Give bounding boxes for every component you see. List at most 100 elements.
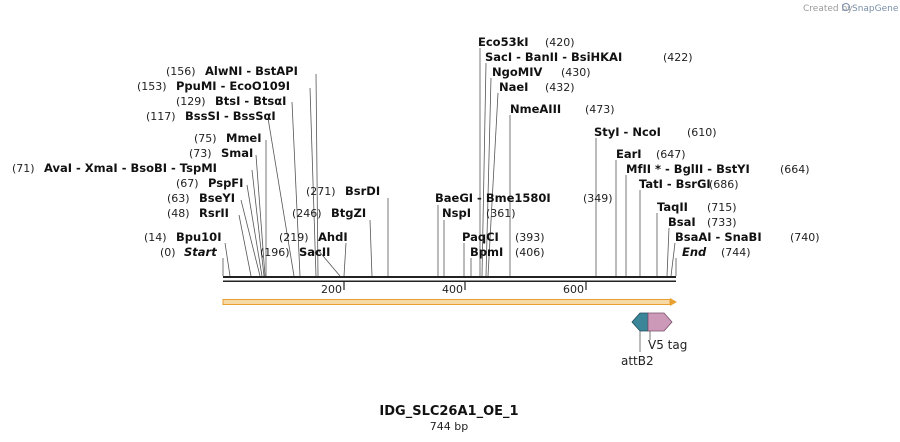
site-pos-pspfi: (67) [176, 177, 199, 190]
map-title-block: IDG_SLC26A1_OE_1 744 bp [379, 404, 518, 433]
site-pos-start: (0) [160, 246, 176, 259]
branding-created-by: Created by [803, 4, 853, 14]
site-pos-btgzi: (246) [292, 207, 322, 220]
backbone-top-strand [223, 276, 676, 278]
site-pos-bpmi: (406) [515, 246, 545, 259]
site-name-btgzi: BtgZI [331, 206, 366, 220]
site-pos-nspi: (361) [486, 207, 516, 220]
site-name-tati: TatI - BsrGI [639, 177, 711, 191]
site-pos-alwni: (156) [166, 65, 196, 78]
leader-bpu10i [224, 242, 231, 277]
leader-pspfi [246, 184, 263, 277]
site-name-btsi: BtsI - BtsαI [215, 94, 286, 108]
site-name-mfli: MfII * - BglII - BstYI [626, 162, 750, 176]
ruler-label-600: 600 [563, 283, 584, 296]
site-pos-eco53ki: (420) [545, 36, 575, 49]
site-name-pspfi: PspFI [208, 176, 243, 190]
leader-bsssi [267, 117, 295, 277]
site-name-alwni: AlwNI - BstAPI [205, 64, 298, 78]
site-name-rsrii: RsrII [199, 206, 229, 220]
leader-ahdi [343, 242, 347, 277]
site-pos-bsrdi: (271) [306, 185, 336, 198]
site-pos-taqii: (715) [707, 201, 737, 214]
leader-rsrii [238, 214, 252, 277]
site-pos-saci: (422) [663, 51, 693, 64]
site-name-bpu10i: Bpu10I [176, 230, 221, 244]
site-name-bseyi: BseYI [199, 191, 235, 205]
site-pos-avai: (71) [12, 162, 35, 175]
leader-smai [255, 154, 266, 277]
leader-ppumi [309, 87, 317, 277]
site-pos-mmei: (75) [194, 132, 217, 145]
site-name-baegi: BaeGI - Bme1580I [435, 191, 551, 205]
site-pos-bpu10i: (14) [144, 231, 167, 244]
leader-btgzi [369, 219, 373, 277]
site-name-nspi: NspI [442, 206, 471, 220]
features: attB2 V5 tag [621, 312, 687, 368]
site-name-paqci: PaqCI [462, 230, 499, 244]
site-name-nmeaiii: NmeAIII [510, 102, 561, 116]
site-pos-eari: (647) [656, 148, 686, 161]
site-name-sacii: SacII [299, 245, 330, 259]
site-name-end: End [682, 245, 707, 259]
site-leader-lines [222, 48, 677, 277]
branding-app-name: SnapGene [852, 4, 899, 14]
feature-v5-label: V5 tag [648, 338, 687, 352]
feature-v5-arrow[interactable] [647, 312, 673, 332]
leader-bsai [666, 227, 670, 277]
leader-sacii [317, 249, 341, 277]
orf-arrowhead [670, 298, 677, 306]
site-pos-btsi: (129) [176, 95, 206, 108]
ruler-label-400: 400 [442, 283, 463, 296]
site-name-bsai: BsaI [668, 215, 696, 229]
site-name-bpmi: BpmI [470, 245, 503, 259]
site-pos-ahdi: (219) [279, 231, 309, 244]
site-name-ppumi: PpuMI - EcoO109I [176, 79, 290, 93]
snapgene-branding: Created by SnapGene [803, 3, 899, 14]
snapgene-logo-icon [842, 3, 850, 11]
orf-arrow[interactable] [222, 298, 677, 306]
ruler-label-200: 200 [321, 283, 342, 296]
site-name-saci: SacI - BanII - BsiHKAI [485, 50, 622, 64]
site-name-avai: AvaI - XmaI - BsoBI - TspMI [44, 161, 217, 175]
backbone-bottom-strand [223, 280, 676, 282]
leader-saci [481, 62, 487, 277]
plasmid-length: 744 bp [430, 420, 468, 433]
plasmid-name: IDG_SLC26A1_OE_1 [379, 404, 518, 419]
site-pos-tati: (686) [709, 178, 739, 191]
site-name-styi: StyI - NcoI [594, 125, 661, 139]
orf-bar[interactable] [222, 299, 671, 305]
site-name-start: Start [184, 245, 217, 259]
restriction-site-labels: (0) Start (14) Bpu10I (48) RsrII (63) Bs… [12, 35, 820, 259]
site-name-eco53ki: Eco53kI [478, 35, 529, 49]
leader-naei [487, 92, 499, 277]
site-name-naei: NaeI [499, 80, 528, 94]
leader-ngomiv [485, 77, 492, 277]
site-pos-end: (744) [721, 246, 751, 259]
site-pos-bsai: (733) [707, 216, 737, 229]
leader-bseyi [240, 199, 261, 277]
leader-alwni [315, 73, 319, 277]
site-name-taqii: TaqII [657, 200, 688, 214]
site-pos-ngomiv: (430) [561, 66, 591, 79]
site-pos-bsssi: (117) [146, 110, 176, 123]
site-pos-bseyi: (63) [167, 192, 190, 205]
feature-attb2-label: attB2 [621, 354, 654, 368]
site-name-bsssi: BssSI - BssSαI [185, 109, 276, 123]
ruler: 200 400 600 [321, 282, 587, 296]
site-pos-bsaai: (740) [790, 231, 820, 244]
site-pos-styi: (610) [687, 126, 717, 139]
site-name-eari: EarI [616, 147, 642, 161]
leader-btsi [291, 101, 301, 277]
sequence-backbone [223, 276, 676, 282]
site-pos-baegi: (349) [583, 192, 613, 205]
site-name-smai: SmaI [221, 146, 253, 160]
site-name-ahdi: AhdI [318, 230, 348, 244]
site-pos-rsrii: (48) [167, 207, 190, 220]
site-name-mmei: MmeI [226, 131, 262, 145]
site-pos-naei: (432) [545, 81, 575, 94]
site-name-bsaai: BsaAI - SnaBI [675, 230, 762, 244]
site-pos-mfli: (664) [780, 163, 810, 176]
feature-attb2-arrow[interactable] [631, 312, 649, 332]
